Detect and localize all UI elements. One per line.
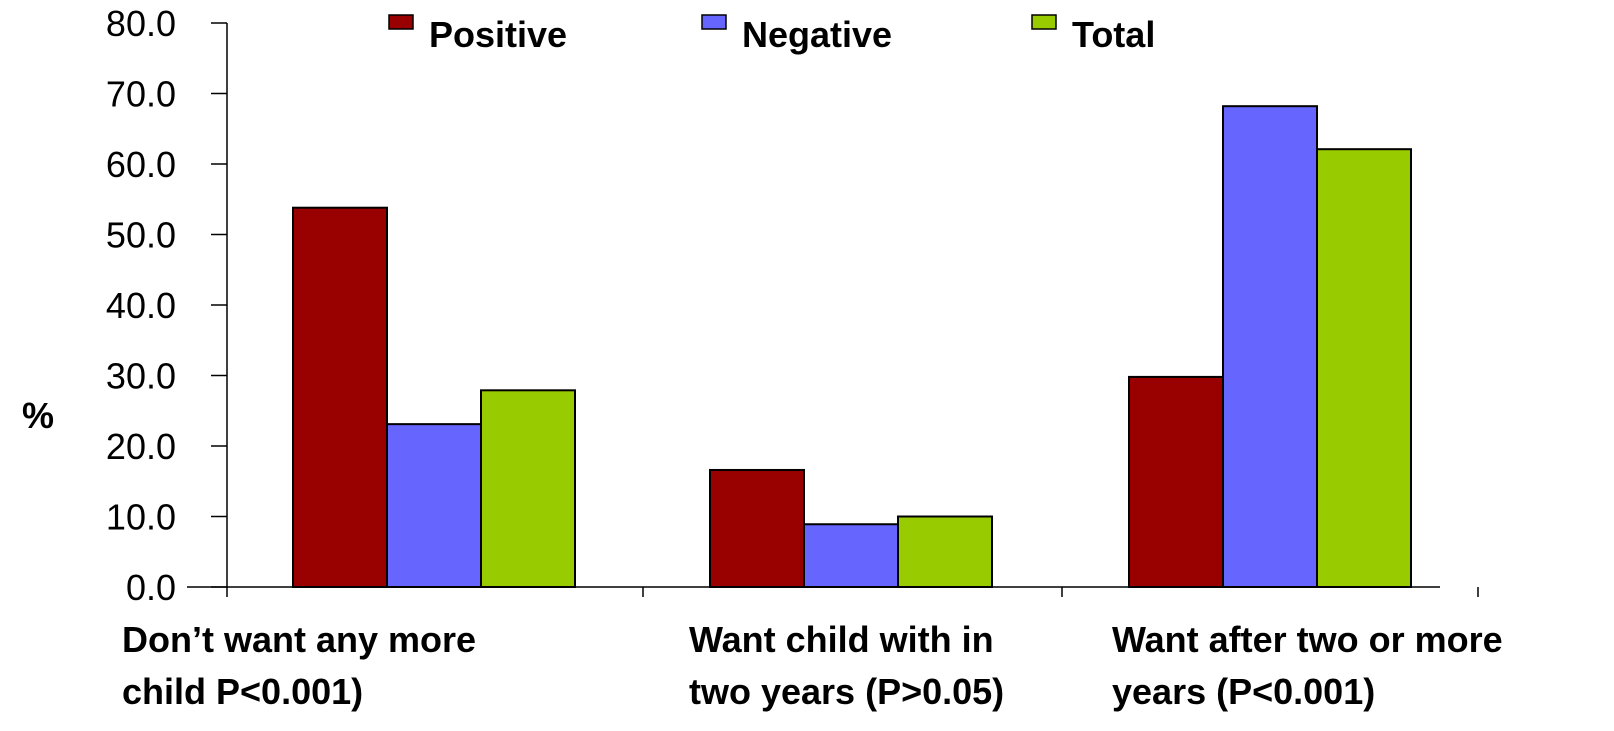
category-label: Don’t want any more: [122, 619, 476, 660]
bar-positive-2: [1128, 375, 1224, 588]
y-tick-label: 80.0: [106, 3, 176, 44]
category-label: two years (P>0.05): [689, 671, 1004, 712]
bar-total-1: [897, 515, 993, 588]
plot-area: [292, 105, 1412, 589]
category-label: child P<0.001): [122, 671, 363, 712]
bar-total-0: [480, 389, 576, 588]
legend-swatch-negative: [701, 14, 727, 30]
y-tick-label: 30.0: [106, 356, 176, 397]
category-label: years (P<0.001): [1112, 671, 1375, 712]
bar-negative-2: [1222, 105, 1318, 588]
bar-negative-1: [803, 523, 899, 589]
legend: Positive Negative Total: [388, 14, 1155, 55]
x-axis: Don’t want any more child P<0.001) Want ch…: [122, 586, 1503, 712]
y-tick-label: 40.0: [106, 285, 176, 326]
y-tick-label: 70.0: [106, 74, 176, 115]
y-tick-label: 10.0: [106, 497, 176, 538]
y-tick-label: 50.0: [106, 215, 176, 256]
y-tick-label: 60.0: [106, 144, 176, 185]
y-axis: 0.0 10.0 20.0 30.0 40.0 50.0 60.0 70.0 80.0: [106, 3, 228, 608]
bar-total-2: [1316, 148, 1412, 588]
bar-positive-0: [292, 206, 388, 589]
legend-swatch-positive: [388, 14, 414, 30]
category-label: Want child with in: [689, 619, 994, 660]
category-label: Want after two or more: [1112, 619, 1503, 660]
legend-label-positive: Positive: [429, 14, 567, 55]
y-axis-label: %: [22, 395, 54, 436]
legend-swatch-total: [1031, 14, 1057, 30]
legend-label-total: Total: [1072, 14, 1155, 55]
legend-label-negative: Negative: [742, 14, 892, 55]
bar-positive-1: [709, 468, 805, 588]
y-tick-label: 20.0: [106, 426, 176, 467]
bar-negative-0: [386, 423, 482, 588]
y-tick-label: 0.0: [126, 567, 176, 608]
